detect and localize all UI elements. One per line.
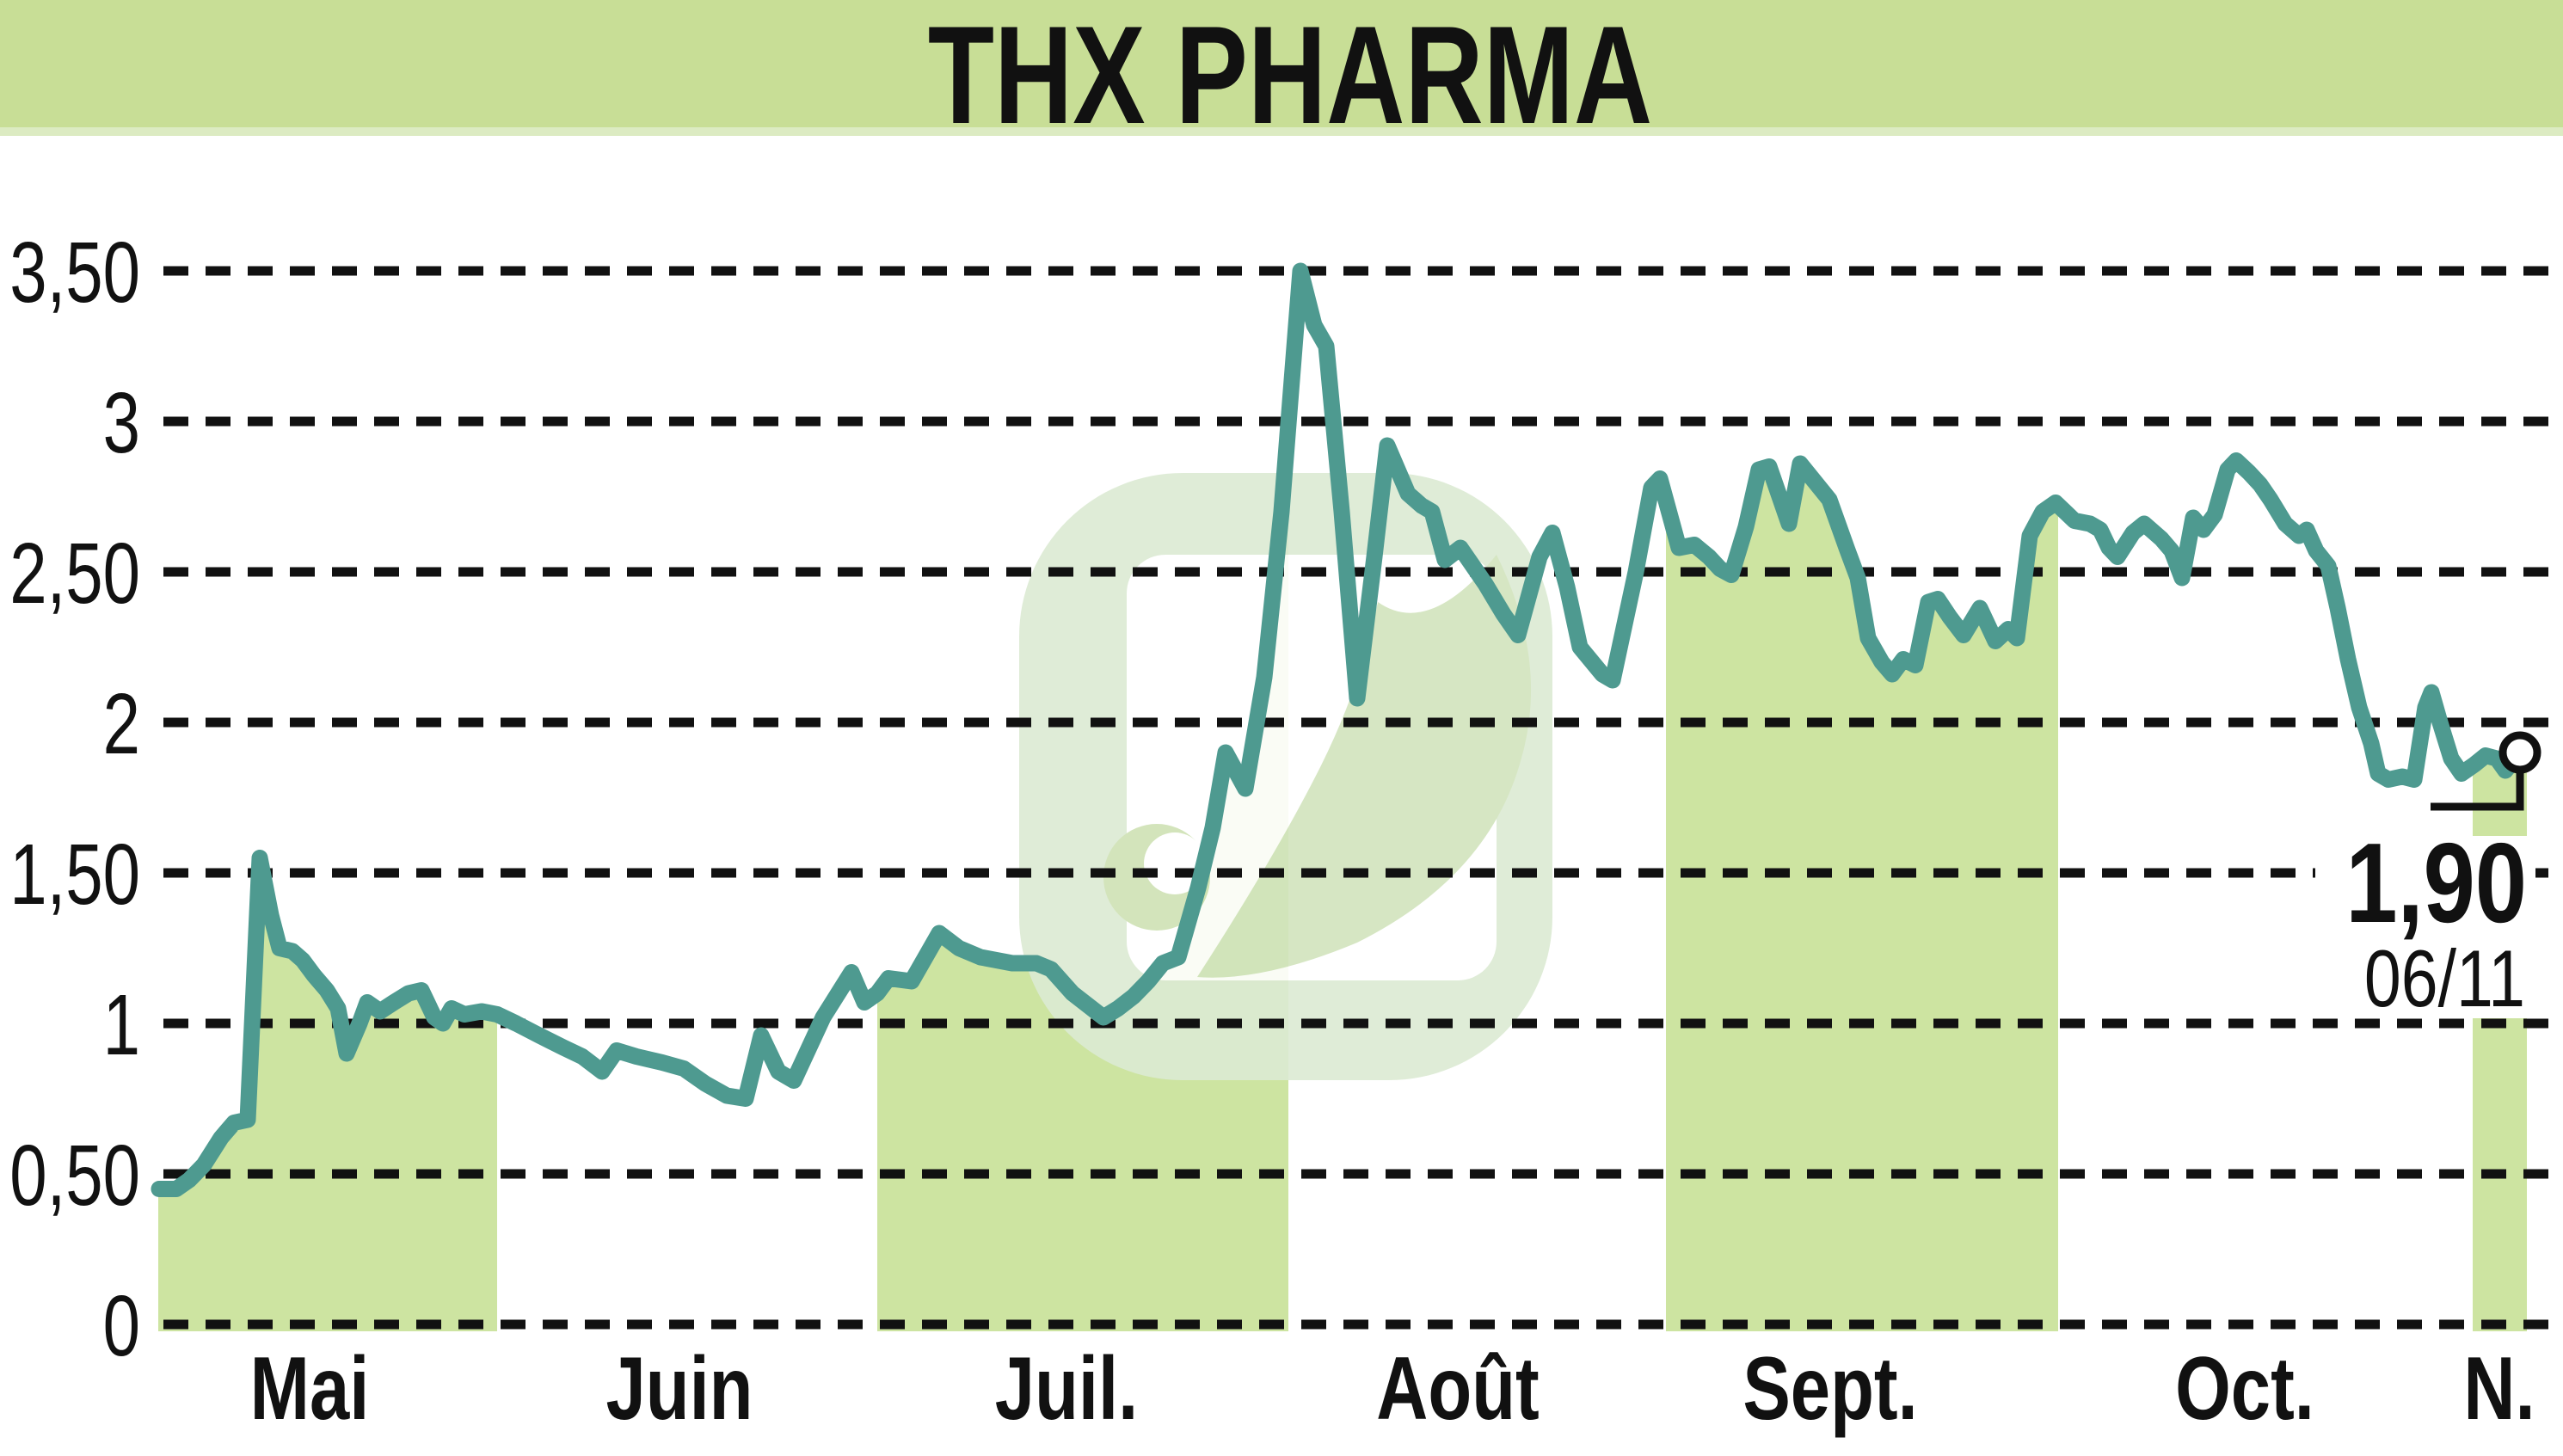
month-label: Sept. <box>1742 1338 1917 1438</box>
y-tick-label: 3 <box>103 376 140 472</box>
y-axis-labels: 3,50 3 2,50 2 1,50 1 0,50 0 <box>9 225 140 1375</box>
price-line-path <box>151 262 2529 1197</box>
y-tick-label: 1,50 <box>9 827 140 924</box>
price-line <box>151 262 2529 1197</box>
y-tick-label: 0 <box>103 1279 140 1375</box>
y-tick-label: 2,50 <box>9 526 140 623</box>
y-tick-label: 1 <box>103 978 140 1074</box>
last-price-marker <box>2498 731 2541 774</box>
last-price-value: 1,90 <box>2345 820 2527 947</box>
header-bar <box>0 0 2563 127</box>
month-label: Mai <box>250 1338 370 1438</box>
price-label-backdrop <box>2315 836 2535 1018</box>
month-label: Juin <box>605 1338 753 1438</box>
month-label: N. <box>2463 1338 2535 1438</box>
last-price-callout <box>2431 773 2524 811</box>
month-highlight-bands <box>158 424 2527 1331</box>
last-price-date: 06/11 <box>2364 934 2525 1024</box>
month-label: Oct. <box>2175 1338 2314 1438</box>
month-band <box>877 424 1288 1331</box>
month-band <box>158 857 497 1331</box>
month-label: Juil. <box>995 1338 1138 1438</box>
month-band <box>1666 464 2058 1331</box>
x-axis-month-labels: Mai Juin Juil. Août Sept. Oct. N. <box>250 1338 2535 1438</box>
page-title: THX PHARMA <box>928 0 1652 153</box>
y-tick-label: 2 <box>103 677 140 773</box>
header-bar-strip <box>0 127 2563 136</box>
y-tick-label: 3,50 <box>9 225 140 322</box>
gridlines <box>163 266 2563 1330</box>
y-tick-label: 0,50 <box>9 1128 140 1225</box>
month-label: Août <box>1376 1338 1539 1438</box>
